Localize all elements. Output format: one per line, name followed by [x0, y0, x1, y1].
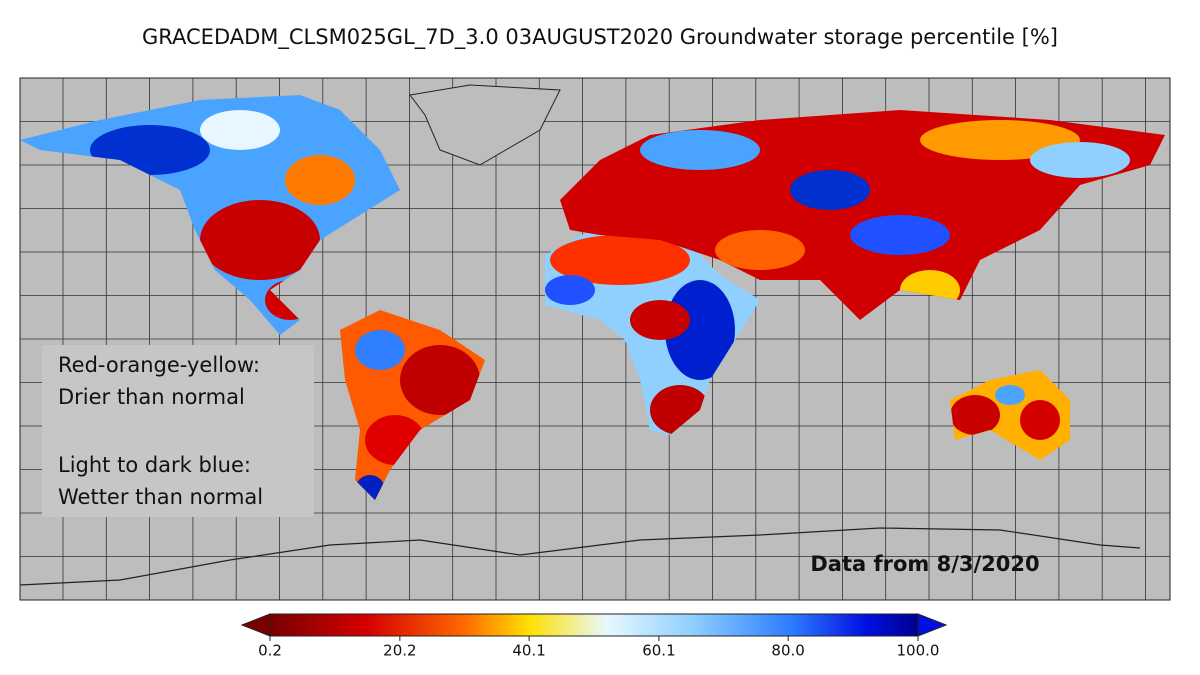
colorbar-high-extend — [917, 613, 948, 637]
colorbar-low-extend — [240, 613, 271, 637]
map-title: GRACEDADM_CLSM025GL_7D_3.0 03AUGUST2020 … — [142, 25, 1058, 50]
data-date: Data from 8/3/2020 — [810, 552, 1039, 576]
legend-wet-text: Wetter than normal — [58, 485, 263, 509]
colorbar-tick-label: 0.2 — [258, 642, 282, 660]
legend-box — [42, 345, 314, 517]
legend-dry-text: Drier than normal — [58, 385, 245, 409]
colorbar-tick-label: 20.2 — [383, 642, 416, 660]
greenland — [409, 84, 561, 166]
colorbar-tick-label: 40.1 — [512, 642, 545, 660]
legend-dry-heading: Red-orange-yellow: — [58, 353, 260, 377]
colorbar-tick-label: 80.0 — [771, 642, 804, 660]
colorbar-tick-label: 60.1 — [642, 642, 675, 660]
antarctica-outline — [19, 527, 1141, 586]
colorbar — [269, 613, 919, 637]
colorbar-tick-label: 100.0 — [897, 642, 940, 660]
legend-wet-heading: Light to dark blue: — [58, 453, 251, 477]
